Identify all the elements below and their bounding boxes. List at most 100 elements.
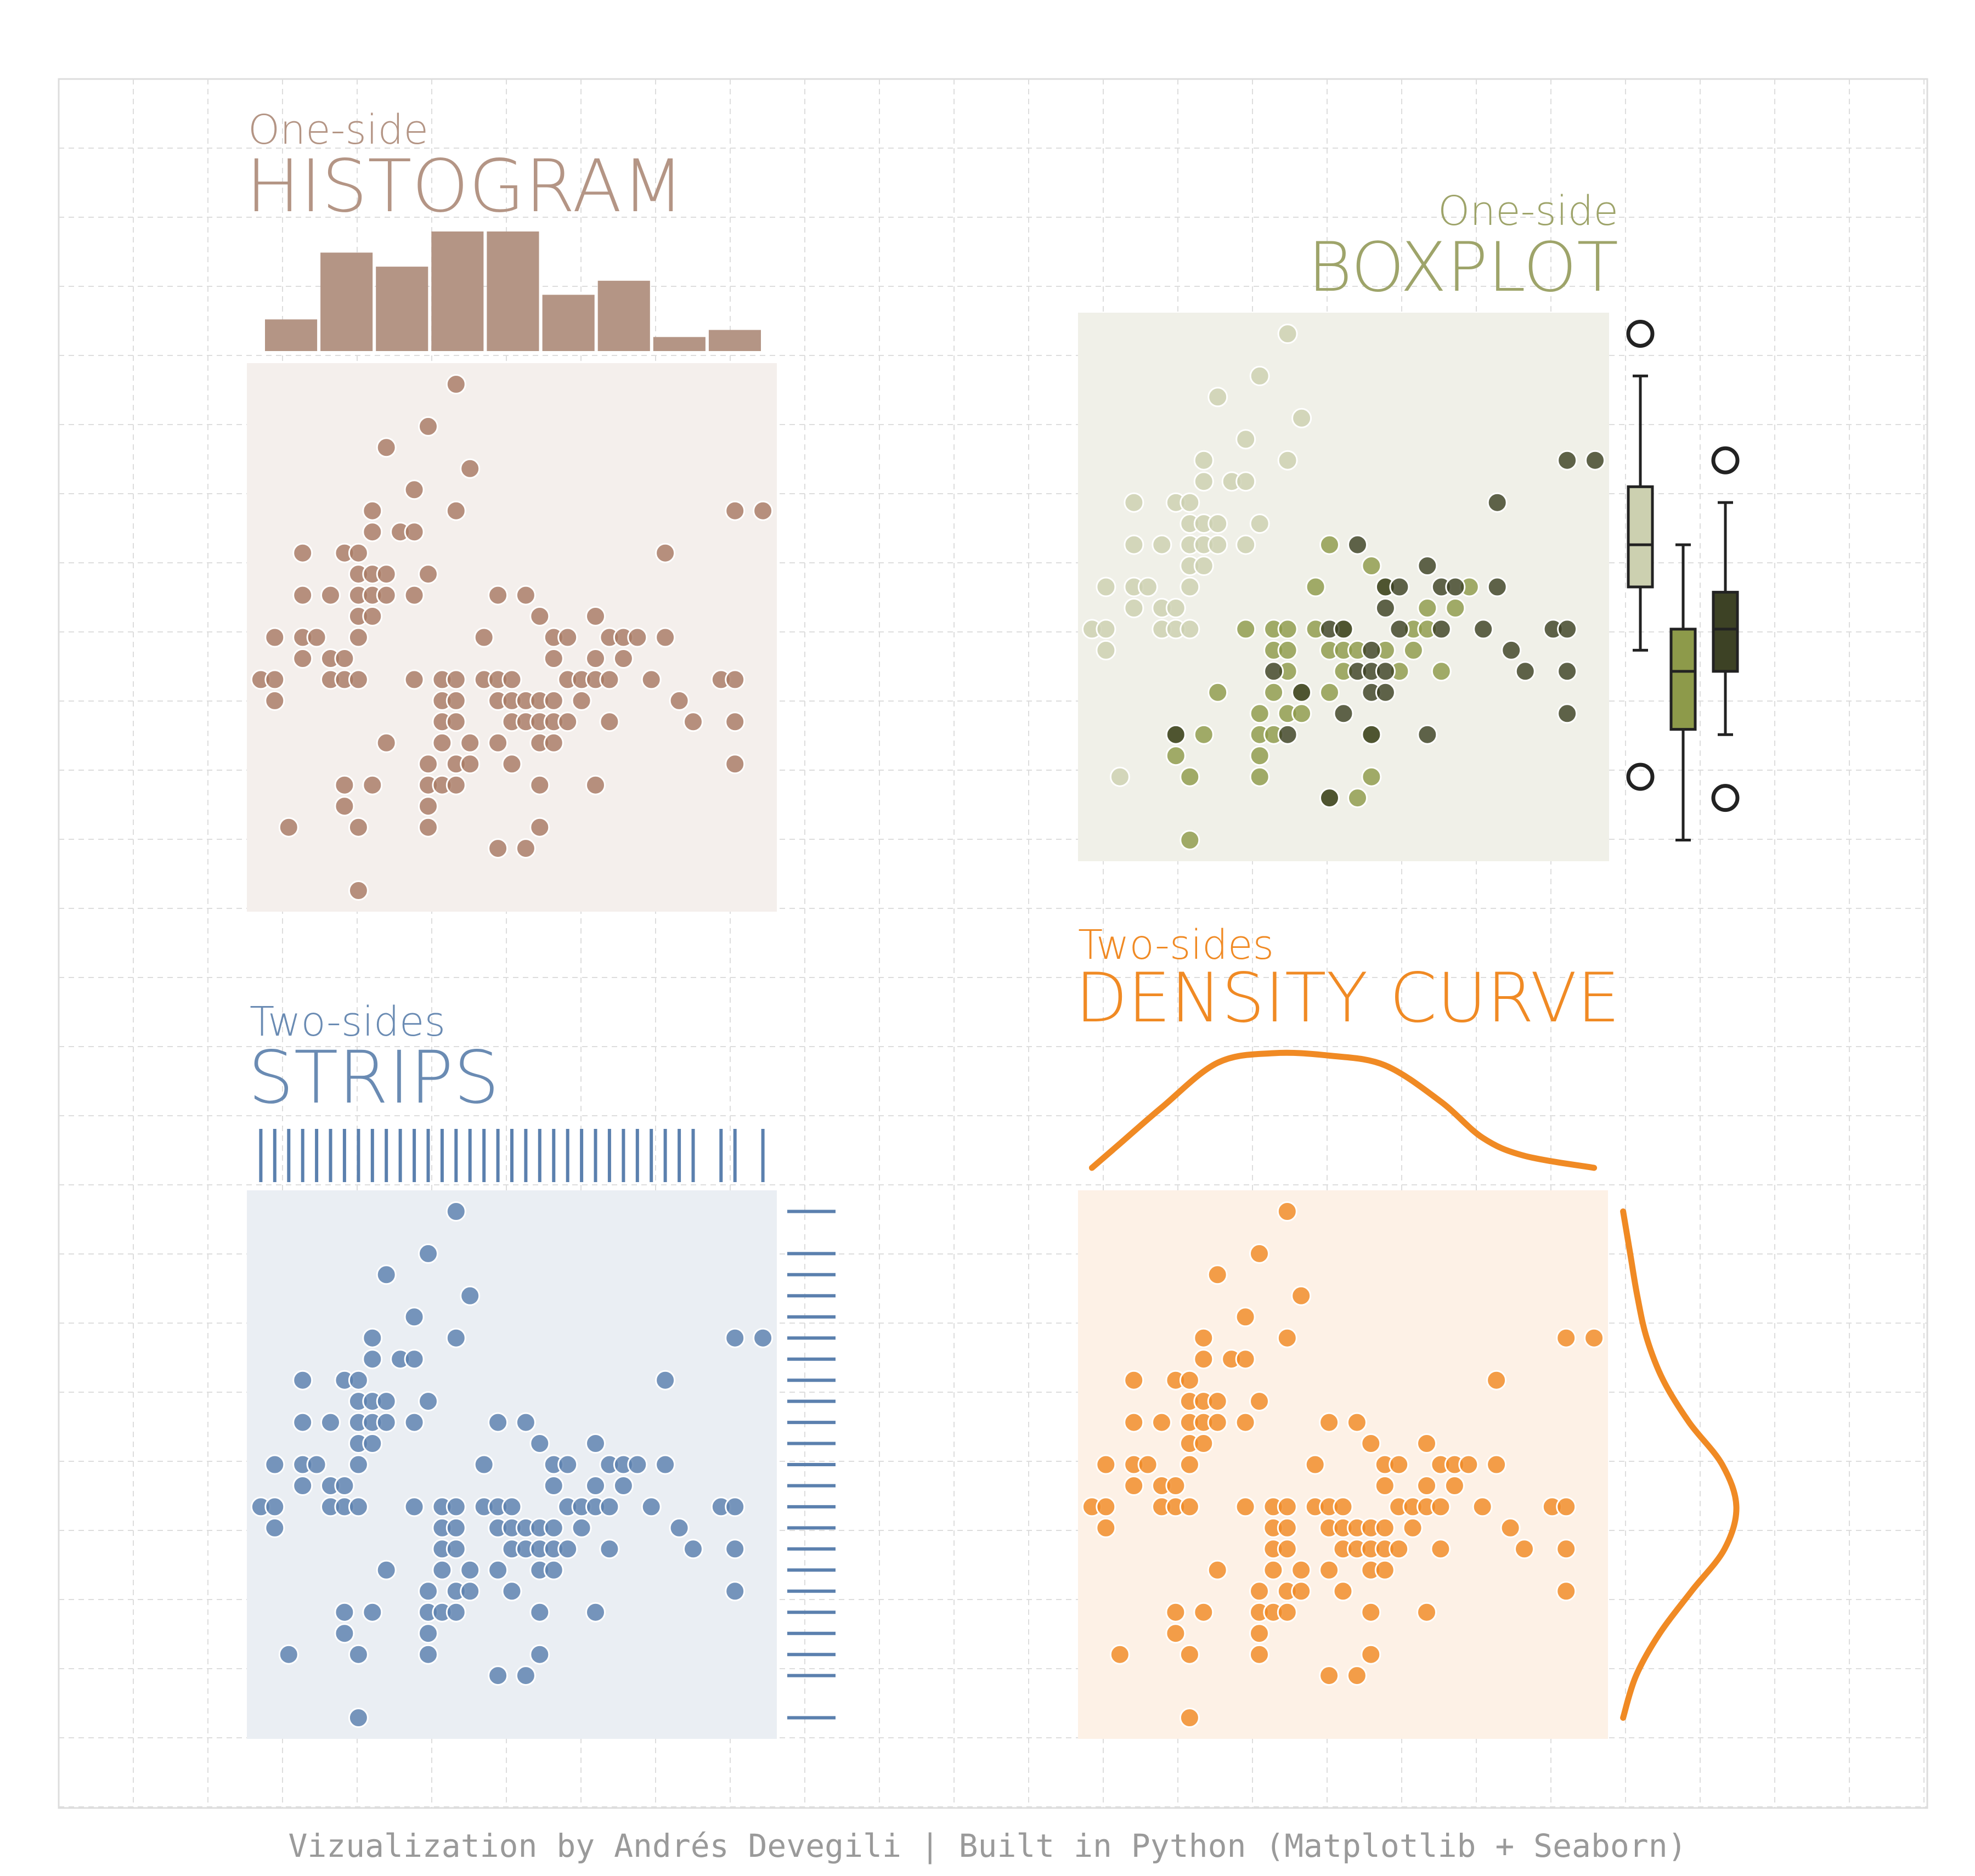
strips-subtitle: Two-sides: [250, 998, 445, 1046]
scatter-point-group-1: [1207, 534, 1228, 555]
scatter-point-group-3: [1557, 619, 1578, 640]
scatter-point: [725, 1496, 746, 1517]
scatter-point: [599, 669, 620, 690]
scatter-point: [376, 564, 397, 585]
scatter-point: [445, 1496, 466, 1517]
scatter-point-group-1: [1193, 471, 1214, 492]
scatter-point: [501, 1496, 522, 1517]
scatter-point: [488, 1665, 509, 1686]
scatter-point: [418, 1243, 438, 1264]
scatter-point: [320, 1412, 341, 1433]
scatter-point: [753, 1327, 774, 1348]
grid-frame: [58, 78, 1928, 1809]
scatter-point: [445, 690, 466, 711]
scatter-point-group-2: [1417, 598, 1438, 618]
scatter-point: [1556, 1327, 1577, 1348]
scatter-point: [404, 1349, 425, 1370]
scatter-point: [1584, 1327, 1605, 1348]
scatter-point: [1319, 1412, 1340, 1433]
scatter-point: [543, 648, 564, 669]
density-plot-area: [1078, 1190, 1608, 1739]
scatter-point: [432, 732, 453, 753]
scatter-point-group-2: [1180, 766, 1200, 787]
scatter-point-group-2: [1305, 577, 1326, 597]
density-subtitle: Two-sides: [1078, 922, 1274, 969]
scatter-point: [1291, 1581, 1312, 1602]
scatter-point-group-1: [1207, 513, 1228, 534]
scatter-point: [1179, 1454, 1200, 1475]
scatter-point-group-1: [1249, 365, 1270, 386]
scatter-point: [376, 732, 397, 753]
scatter-point: [264, 669, 285, 690]
density-title: DENSITY CURVE: [1075, 959, 1620, 1038]
scatter-point: [362, 1433, 383, 1454]
scatter-point: [1249, 1644, 1269, 1665]
scatter-point: [1374, 1517, 1395, 1538]
scatter-point: [725, 1581, 746, 1602]
scatter-point: [320, 585, 341, 606]
scatter-point: [292, 1476, 313, 1496]
scatter-point-group-2: [1277, 619, 1298, 640]
scatter-point: [543, 732, 564, 753]
scatter-point: [1291, 1559, 1312, 1580]
scatter-point: [1249, 1623, 1269, 1644]
scatter-point: [348, 627, 369, 648]
scatter-point: [418, 1391, 438, 1412]
scatter-point-group-1: [1137, 577, 1158, 597]
scatter-point: [501, 1581, 522, 1602]
scatter-point: [753, 500, 774, 521]
scatter-point: [1472, 1496, 1493, 1517]
scatter-point: [515, 1412, 536, 1433]
scatter-point: [1486, 1454, 1507, 1475]
scatter-point: [585, 1476, 606, 1496]
scatter-point: [1333, 1581, 1353, 1602]
scatter-point: [669, 690, 690, 711]
scatter-point: [404, 585, 425, 606]
scatter-point: [1179, 1370, 1200, 1391]
scatter-point: [515, 838, 536, 859]
scatter-point: [1346, 1412, 1367, 1433]
scatter-point: [613, 648, 634, 669]
scatter-point: [1124, 1476, 1144, 1496]
scatter-point: [1444, 1476, 1465, 1496]
scatter-point-group-1: [1291, 408, 1312, 428]
scatter-point: [543, 1476, 564, 1496]
scatter-point: [1207, 1264, 1228, 1285]
scatter-point-group-1: [1096, 640, 1116, 660]
scatter-point: [1235, 1412, 1256, 1433]
scatter-point: [460, 732, 481, 753]
scatter-point-group-2: [1361, 556, 1382, 576]
histogram-bars: [265, 231, 761, 351]
scatter-point-group-2: [1249, 703, 1270, 724]
scatter-point-group-1: [1124, 598, 1144, 618]
scatter-point: [1207, 1391, 1228, 1412]
scatter-point-group-2: [1291, 703, 1312, 724]
scatter-point: [264, 1496, 285, 1517]
scatter-point: [529, 1644, 550, 1665]
scatter-point-group-3: [1361, 640, 1382, 660]
scatter-point: [1361, 1602, 1381, 1623]
boxplot-panel: One-side BOXPLOT: [1078, 188, 1740, 861]
scatter-point: [460, 1581, 481, 1602]
scatter-point: [348, 817, 369, 838]
scatter-point: [376, 585, 397, 606]
scatter-point: [334, 1602, 355, 1623]
scatter-point: [1277, 1201, 1297, 1222]
scatter-point: [571, 1517, 592, 1538]
scatter-point: [264, 1517, 285, 1538]
scatter-point: [1193, 1327, 1214, 1348]
scatter-point: [655, 1370, 676, 1391]
scatter-point: [445, 1327, 466, 1348]
scatter-point-group-1: [1235, 471, 1256, 492]
histogram-subtitle: One-side: [248, 106, 428, 154]
scatter-point: [292, 1370, 313, 1391]
scatter-point: [488, 585, 509, 606]
scatter-point-group-3: [1417, 724, 1438, 745]
scatter-point: [334, 796, 355, 817]
scatter-point: [1277, 1327, 1297, 1348]
scatter-point: [418, 564, 438, 585]
scatter-point: [460, 754, 481, 775]
scatter-point: [334, 648, 355, 669]
scatter-point: [1389, 1539, 1409, 1559]
